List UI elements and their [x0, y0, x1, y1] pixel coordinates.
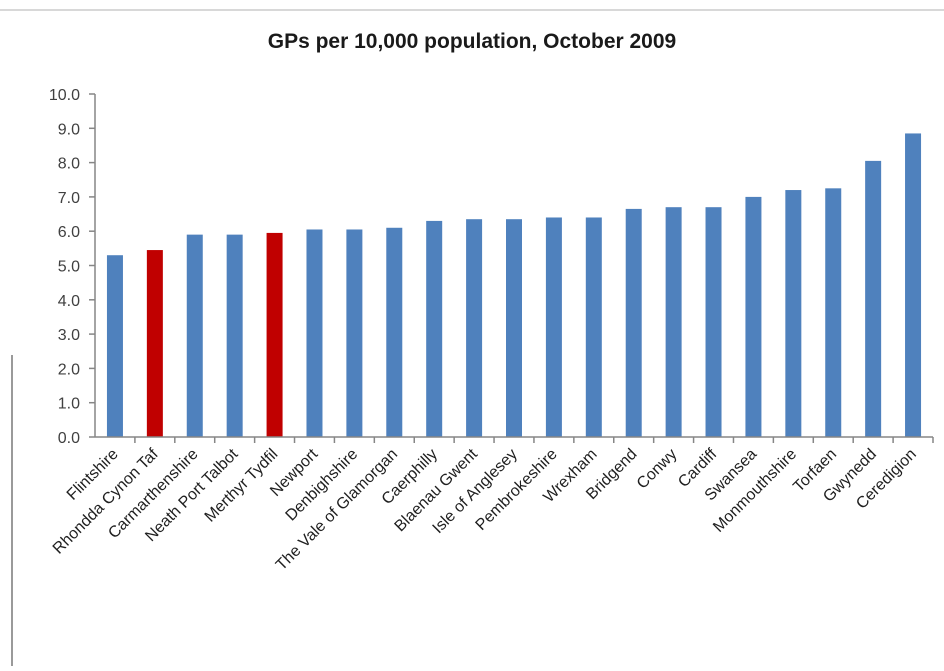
bar: [825, 188, 842, 437]
bars: [106, 133, 922, 437]
y-tick-label: 7.0: [58, 190, 80, 207]
bar: [146, 250, 163, 437]
y-tick-label: 0.0: [58, 430, 80, 447]
bar: [506, 219, 522, 437]
bar: [545, 217, 562, 437]
y-tick-label: 4.0: [58, 293, 80, 310]
bar: [625, 208, 642, 437]
y-tick-label: 8.0: [58, 156, 80, 173]
chart-title: GPs per 10,000 population, October 2009: [267, 30, 677, 53]
y-tick-label: 6.0: [58, 224, 80, 241]
bar: [426, 220, 443, 437]
y-tick-label: 2.0: [58, 361, 80, 378]
bar: [745, 196, 762, 437]
bar: [226, 234, 243, 437]
bar: [346, 229, 363, 437]
bar: [106, 255, 123, 437]
bar: [186, 234, 203, 437]
y-tick-label: 1.0: [58, 396, 80, 413]
bar: [266, 232, 283, 437]
y-tick-label: 5.0: [58, 259, 80, 276]
bar: [865, 160, 882, 437]
bar: [705, 207, 722, 437]
bar: [785, 190, 802, 437]
x-tick-label: Conwy: [634, 446, 681, 493]
bar: [466, 219, 483, 437]
bar: [905, 133, 922, 437]
bar: [386, 227, 403, 437]
y-tick-label: 9.0: [58, 121, 80, 138]
bar: [306, 229, 323, 437]
bar: [665, 207, 682, 437]
bar: [585, 217, 602, 437]
y-tick-label: 3.0: [58, 327, 80, 344]
y-axis: 0.0 1.0 2.0 3.0 4.0 5.0 6.0 7.0 8.0 9.0 10.0: [49, 87, 96, 447]
y-tick-label: 10.0: [49, 87, 80, 104]
